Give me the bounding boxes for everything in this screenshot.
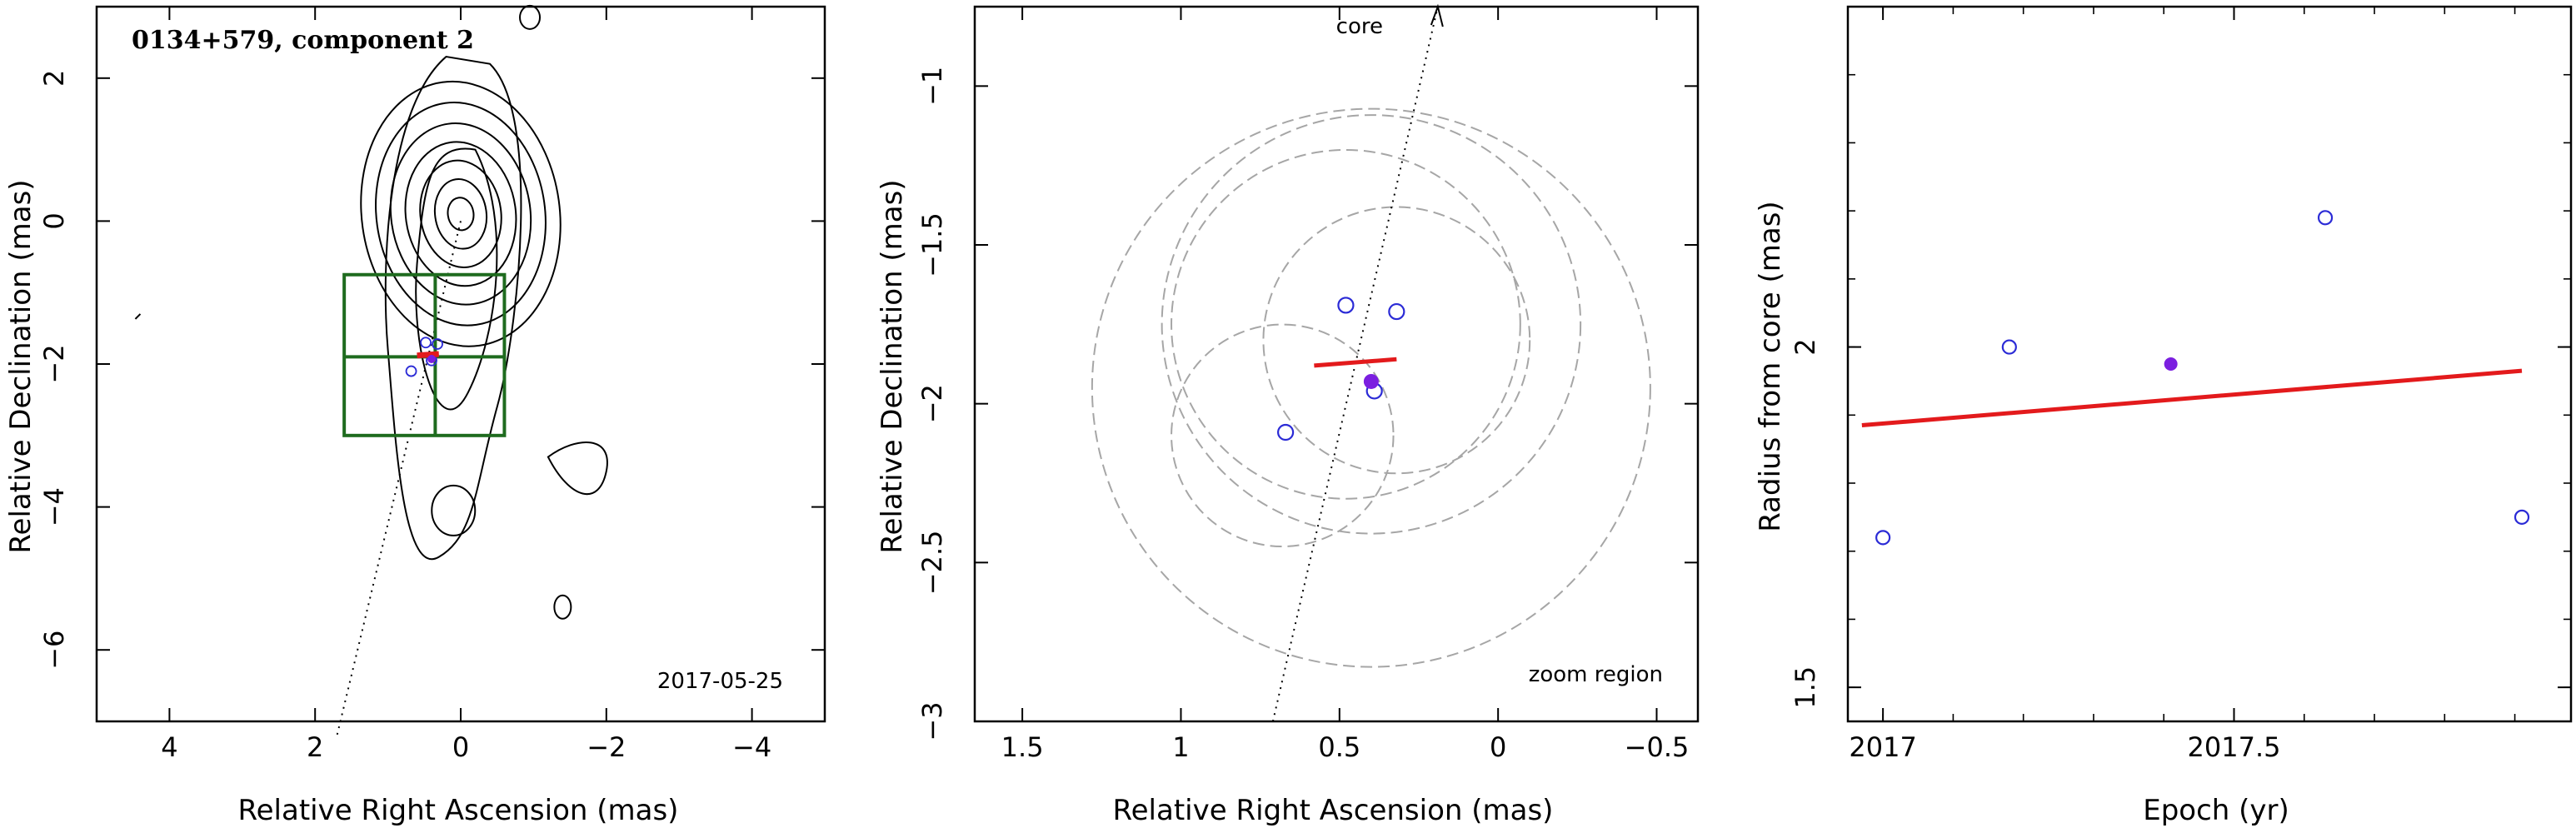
fit-segment bbox=[1314, 357, 1397, 368]
core-annotation: core bbox=[1336, 14, 1383, 39]
date-label: 2017-05-25 bbox=[657, 669, 783, 694]
x-axis-label: Relative Right Ascension (mas) bbox=[238, 794, 679, 827]
jet-contour bbox=[415, 147, 498, 411]
y-tick-label: −1 bbox=[916, 67, 948, 106]
x-tick-label: 0 bbox=[1490, 731, 1506, 763]
error-circle bbox=[1171, 323, 1395, 548]
x-axis-label: Relative Right Ascension (mas) bbox=[1113, 794, 1554, 827]
core-arrow-icon bbox=[1430, 3, 1444, 27]
fit-segment bbox=[417, 351, 440, 359]
y-axis-label: Radius from core (mas) bbox=[1754, 201, 1787, 531]
plot-frame bbox=[1846, 5, 2573, 723]
x-tick-label: 0.5 bbox=[1318, 731, 1360, 763]
fit-line bbox=[1861, 368, 2523, 428]
zoom-region-panel: core zoom region Relative Right Ascensio… bbox=[876, 3, 1700, 827]
x-axis-label: Epoch (yr) bbox=[2143, 794, 2289, 827]
x-tick-label: 2017 bbox=[1849, 731, 1916, 763]
zoom-region-annotation: zoom region bbox=[1529, 662, 1663, 687]
y-tick-label: −1.5 bbox=[916, 212, 948, 277]
blob-contour bbox=[553, 594, 572, 620]
y-tick-label: −3 bbox=[916, 701, 948, 741]
core-direction-line bbox=[336, 221, 462, 736]
component-point bbox=[420, 337, 432, 349]
x-tick-label: −4 bbox=[732, 731, 771, 763]
epoch-point bbox=[1875, 530, 1891, 546]
core-contour bbox=[404, 141, 517, 287]
knot-contour bbox=[431, 484, 477, 536]
plot-frame bbox=[973, 5, 1700, 723]
x-tick-label: 1 bbox=[1172, 731, 1189, 763]
x-tick-label: 4 bbox=[161, 731, 177, 763]
component-point bbox=[1337, 297, 1355, 314]
component-point bbox=[405, 365, 417, 377]
x-tick-label: 0 bbox=[452, 731, 469, 763]
core-contour bbox=[375, 101, 547, 327]
blob-contour bbox=[519, 4, 542, 30]
core-contour bbox=[360, 80, 562, 347]
component-point bbox=[1276, 423, 1295, 441]
y-axis-label: Relative Declination (mas) bbox=[876, 179, 909, 553]
core-contour bbox=[389, 122, 532, 306]
highlight-point bbox=[427, 354, 437, 363]
error-circle bbox=[1161, 114, 1582, 535]
core-contour bbox=[433, 178, 488, 250]
error-circle bbox=[1091, 107, 1651, 668]
jet-contour bbox=[384, 55, 522, 561]
radius-epoch-panel: Epoch (yr) Radius from core (mas) 2017 20… bbox=[1754, 5, 2573, 827]
y-tick-label: −2 bbox=[916, 384, 948, 423]
component-point bbox=[432, 338, 443, 350]
y-tick-label: −4 bbox=[38, 487, 70, 526]
contour-map-panel: 0134+579, component 2 2017-05-25 Relativ… bbox=[4, 4, 826, 827]
y-tick-label: −6 bbox=[38, 631, 70, 670]
highlight-point bbox=[2164, 357, 2178, 371]
blob-contour bbox=[547, 441, 608, 496]
plot-frame bbox=[95, 5, 826, 723]
panel-title: 0134+579, component 2 bbox=[132, 26, 474, 55]
y-axis-label: Relative Declination (mas) bbox=[4, 179, 37, 553]
x-tick-label: 2017.5 bbox=[2188, 731, 2281, 763]
y-tick-label: −2.5 bbox=[916, 530, 948, 595]
y-tick-label: 0 bbox=[38, 212, 70, 229]
blob-contour bbox=[134, 313, 142, 320]
x-tick-label: 2 bbox=[307, 731, 323, 763]
x-tick-label: −2 bbox=[587, 731, 626, 763]
epoch-point bbox=[2317, 210, 2334, 226]
x-tick-label: 1.5 bbox=[1001, 731, 1044, 763]
zoom-box-outline bbox=[342, 272, 507, 437]
highlight-point bbox=[1363, 373, 1379, 389]
component-point bbox=[1388, 302, 1405, 321]
y-tick-label: −2 bbox=[38, 344, 70, 383]
epoch-point bbox=[2514, 509, 2530, 525]
error-circle bbox=[1262, 206, 1531, 475]
y-tick-label: 2 bbox=[38, 70, 70, 87]
epoch-point bbox=[2001, 339, 2017, 355]
error-circle bbox=[1171, 148, 1521, 500]
y-tick-label: 2 bbox=[1790, 338, 1821, 355]
y-tick-label: 1.5 bbox=[1790, 666, 1821, 709]
core-contour bbox=[447, 197, 475, 232]
contour-lines bbox=[134, 4, 608, 620]
x-tick-label: −0.5 bbox=[1625, 731, 1690, 763]
